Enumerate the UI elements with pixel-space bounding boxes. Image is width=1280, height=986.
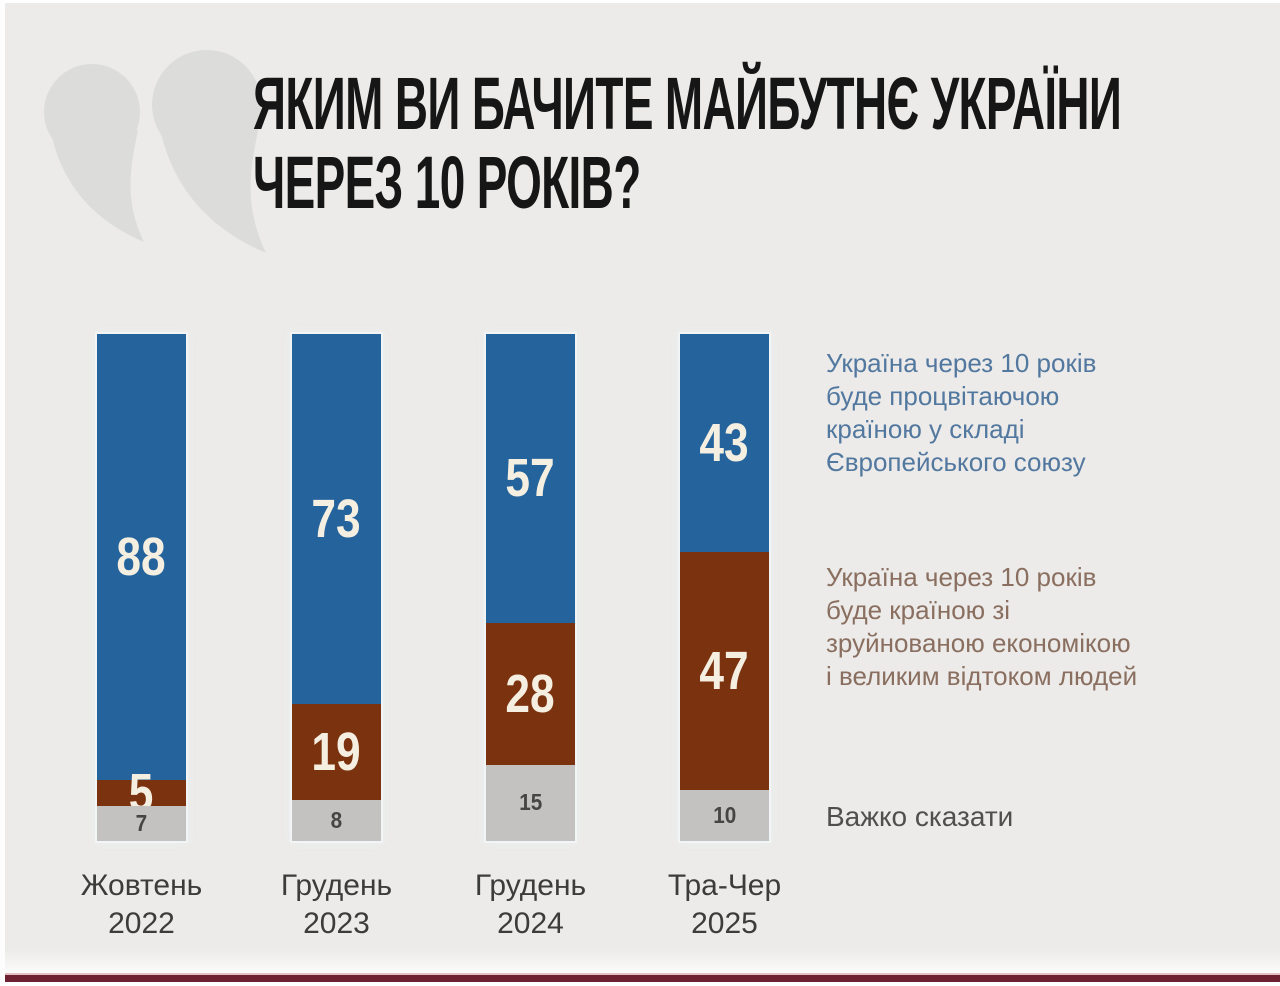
bar-category-label: Грудень 2024 [474,869,587,940]
bar-segment: 73 [292,334,381,705]
bar-segment: 19 [292,704,381,801]
bar-segment: 28 [486,622,575,765]
page-title-line1: ЯКИМ ВИ БАЧИТЕ МАЙБУТНЄ УКРАЇНИ [253,62,1122,145]
bar-value-label: 88 [116,527,167,588]
bar-value-label: 28 [505,663,556,724]
bar-value-label: 10 [712,802,737,829]
legend-hard-to-say: Важко сказати [826,801,1014,832]
bottom-accent-line [0,973,1280,982]
bar-value-label: 43 [699,413,750,473]
bar-column: 73 19 8 Грудень 2023 [281,334,392,940]
bottom-fade-strip [0,950,1280,973]
bar-category-label: Тра-Чер 2025 [667,869,782,940]
bar-segment: 10 [680,790,769,841]
bar-value-label: 47 [699,641,750,702]
left-edge-strip [0,0,5,986]
bar-category-label: Жовтень 2022 [80,869,203,940]
bar-column: 88 5 7 Жовтень 2022 [81,334,202,940]
bar-segment: 43 [680,334,769,552]
bar-segment: 88 [97,334,186,781]
bar-value-label: 15 [518,789,543,816]
bar-category-label: Грудень 2023 [280,869,393,940]
bar-column: 57 28 15 Грудень 2024 [475,334,586,940]
top-edge-strip [0,0,1280,3]
bar-column: 43 47 10 Тра-Чер 2025 [668,334,781,940]
bar-value-label: 8 [330,807,343,834]
bar-segment: 8 [292,800,381,841]
bar-value-label: 73 [311,489,362,550]
bar-segment: 5 [97,766,186,820]
bar-segment: 7 [97,805,186,841]
page-title: ЯКИМ ВИ БАЧИТЕ МАЙБУТНЄ УКРАЇНИ ЧЕРЕЗ 10… [253,64,1280,222]
legend-eu-prosperous: Україна через 10 років буде процвітаючою… [826,348,1097,477]
page-title-line2: ЧЕРЕЗ 10 РОКІВ? [253,141,641,224]
bar-segment: 15 [486,764,575,841]
bottom-white-strip [0,982,1280,986]
bar-value-label: 57 [505,448,556,509]
bar-segment: 47 [680,552,769,791]
bar-value-label: 19 [311,722,362,783]
legend-ruined-economy: Україна через 10 років буде країною зі з… [826,562,1138,691]
bar-segment: 57 [486,334,575,623]
bar-value-label: 7 [135,809,148,836]
